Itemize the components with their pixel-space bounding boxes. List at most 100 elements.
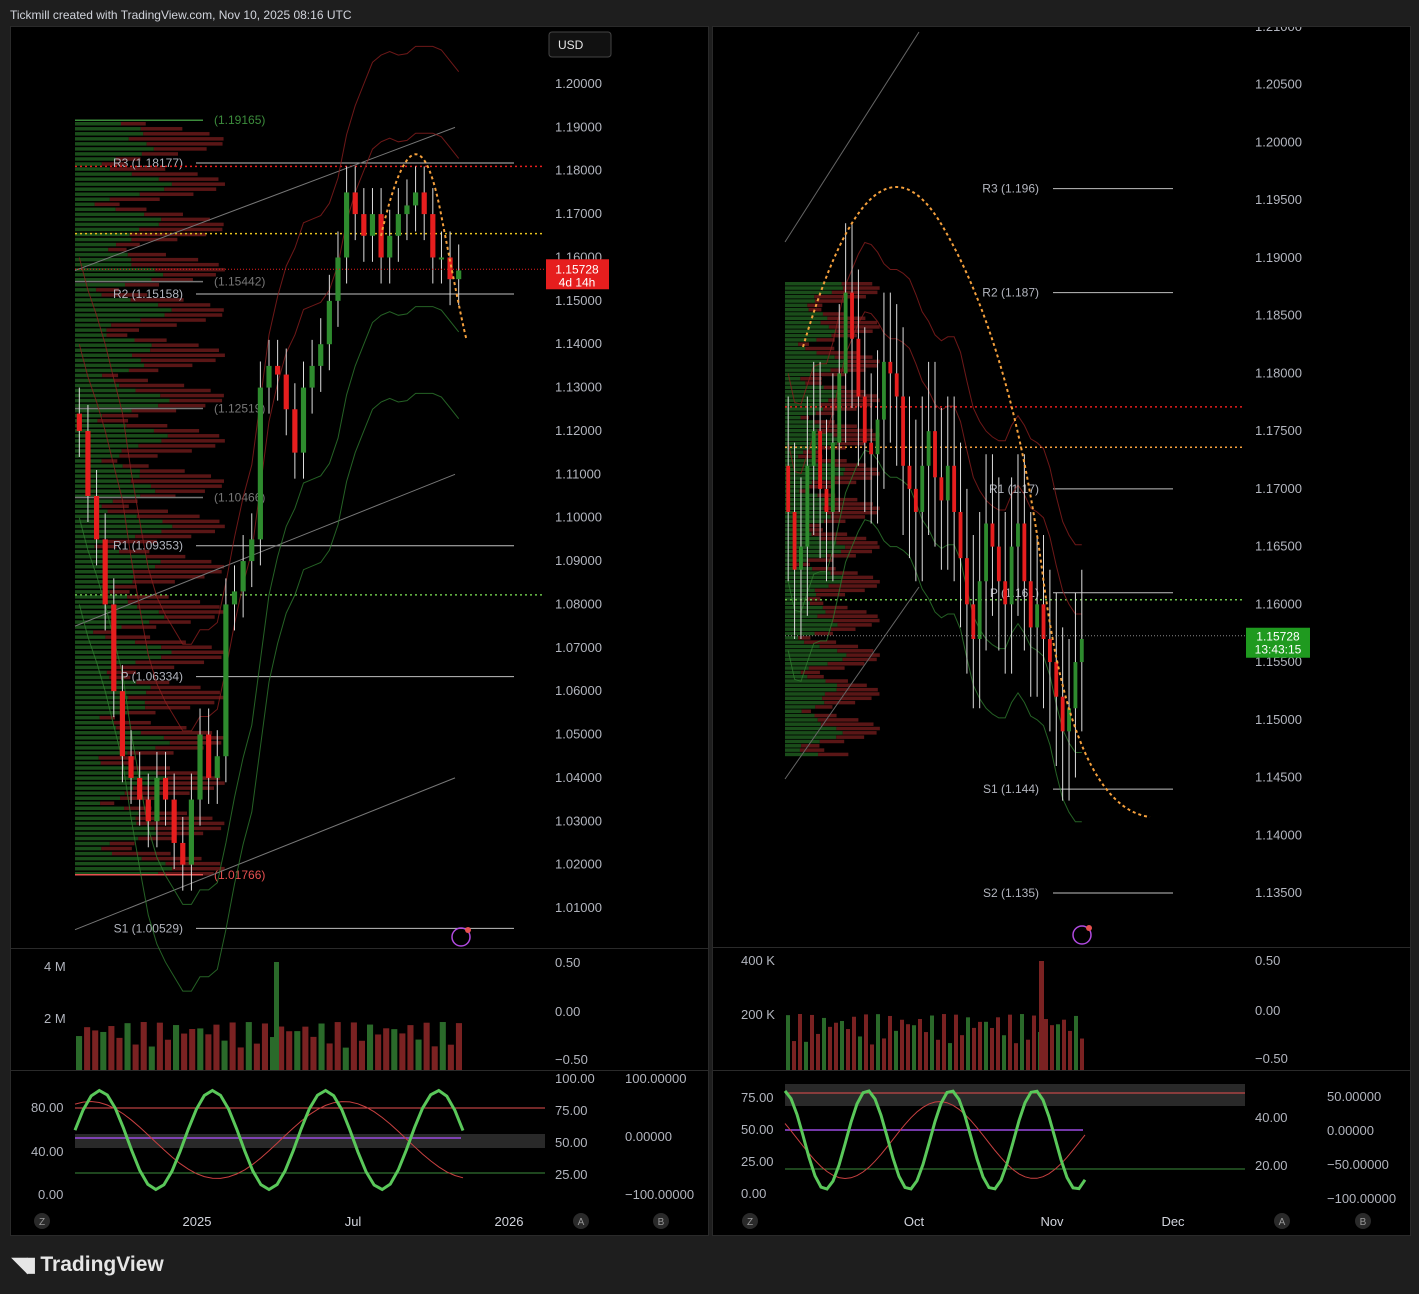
currency-button-label[interactable]: USD — [558, 38, 584, 52]
volume-bar — [108, 1026, 115, 1070]
pivot-label: P (1.161) — [990, 586, 1039, 600]
volume-profile-bar — [75, 585, 115, 589]
right-candle — [920, 465, 925, 512]
volume-profile-bar — [830, 515, 866, 519]
volume-bar — [894, 1030, 898, 1070]
volume-profile-bar — [800, 670, 820, 675]
volume-profile-bar — [131, 172, 198, 176]
oscillator-tick-label: 100.00000 — [625, 1071, 686, 1086]
left-band-line — [78, 392, 460, 992]
volume-profile-bar — [75, 197, 110, 201]
volume-profile-bar — [785, 683, 838, 688]
volume-profile-bar — [75, 610, 159, 614]
volume-profile-bar — [75, 615, 165, 619]
pane-separator — [713, 947, 1410, 948]
oscillator-tick-label: 40.00 — [31, 1144, 64, 1159]
volume-profile-bar — [815, 411, 835, 416]
right-chart-svg[interactable]: 1.21000 1.20500 1.20000 1.19500 1.19000 1.185… — [713, 27, 1410, 1235]
volume-profile-bar — [807, 674, 824, 679]
volume-profile-bar — [75, 162, 102, 166]
oscillator-tick-label: 40.00 — [1255, 1110, 1288, 1125]
volume-profile-bar — [785, 368, 831, 372]
axis-mode-button[interactable] — [1355, 1213, 1371, 1229]
volume-profile-bar — [785, 411, 816, 416]
volume-profile-bar — [145, 705, 191, 710]
volume-profile-bar — [785, 636, 799, 640]
volume-profile-bar — [75, 856, 142, 861]
oscillator-tick-label: 80.00 — [31, 1100, 64, 1115]
right-candle — [818, 431, 823, 489]
volume-profile-bar — [161, 439, 225, 443]
oscillator-tick-label: 0.00 — [38, 1187, 63, 1202]
volume-profile-bar — [806, 528, 823, 532]
volume-profile-bar — [156, 771, 202, 775]
volume-profile-bar — [807, 303, 823, 308]
volume-profile-bar — [825, 610, 867, 614]
volume-profile-bar — [75, 434, 168, 438]
volume-bar — [423, 1022, 430, 1070]
left-candle — [300, 387, 307, 453]
right-candle — [888, 361, 893, 374]
volume-profile-bar — [102, 413, 139, 418]
volume-profile-bar — [158, 177, 219, 181]
axis-mode-button[interactable] — [573, 1213, 589, 1229]
volume-profile-bar — [804, 640, 837, 644]
left-candle — [275, 365, 281, 375]
volume-profile-bar — [785, 696, 823, 701]
left-chart-panel[interactable]: 1.20000 1.19000 1.18000 1.17000 1.16000 1.150… — [10, 26, 709, 1236]
volume-profile-bar — [75, 449, 122, 453]
time-axis-label: Oct — [904, 1214, 925, 1229]
left-chart-svg[interactable]: 1.200001.190001.180001.170001.160001.150… — [11, 27, 708, 1235]
right-candle — [1079, 638, 1084, 663]
left-candle — [231, 591, 238, 605]
volume-profile-bar — [135, 534, 192, 539]
volume-profile-bar — [75, 187, 165, 191]
left-candle — [180, 842, 186, 865]
right-candle — [977, 581, 982, 639]
volume-profile-bar — [809, 601, 824, 606]
volume-profile-bar — [785, 687, 837, 692]
volume-bar — [834, 1022, 838, 1070]
volume-profile-bar — [144, 363, 193, 368]
volume-profile-bar — [140, 494, 176, 498]
right-candle — [984, 523, 988, 582]
volume-profile-bar — [111, 851, 171, 856]
tradingview-brand[interactable]: ◥▮ TradingView — [12, 1252, 164, 1277]
volume-profile-bar — [75, 630, 94, 634]
volume-profile-bar — [94, 202, 120, 207]
axis-mode-button[interactable] — [1274, 1213, 1290, 1229]
volume-profile-bar — [844, 364, 878, 368]
volume-bar — [816, 1033, 820, 1070]
volume-profile-bar — [141, 152, 179, 156]
currency-button[interactable] — [548, 31, 612, 58]
volume-bar — [1074, 1015, 1078, 1070]
axis-mode-button[interactable] — [742, 1213, 758, 1229]
left-candle — [240, 561, 246, 592]
volume-bar — [858, 1036, 862, 1070]
time-axis-label: Jul — [345, 1214, 362, 1229]
volume-profile-bar — [814, 294, 866, 299]
volume-bar — [261, 1023, 268, 1070]
left-candle — [85, 430, 91, 496]
volume-profile-bar — [75, 710, 128, 715]
right-candle — [1067, 708, 1071, 732]
axis-mode-button[interactable] — [653, 1213, 669, 1229]
volume-profile-bar — [75, 348, 151, 352]
volume-profile-bar — [119, 454, 158, 458]
volume-profile-bar — [842, 575, 874, 580]
axis-mode-button[interactable] — [34, 1213, 50, 1229]
volume-profile-bar — [133, 569, 222, 574]
volume-profile-bar — [785, 567, 813, 571]
volume-profile-bar — [822, 696, 872, 701]
volume-profile-bar — [75, 192, 140, 196]
volume-profile-bar — [172, 524, 225, 529]
volume-profile-bar — [832, 502, 873, 506]
right-chart-panel[interactable]: 1.21000 1.20500 1.20000 1.19500 1.19000 1.185… — [712, 26, 1411, 1236]
volume-profile-bar — [75, 388, 136, 393]
right-candle — [875, 419, 880, 455]
volume-profile-bar — [113, 720, 151, 725]
right-candle — [811, 431, 816, 466]
volume-profile-bar — [167, 776, 221, 780]
volume-profile-bar — [75, 298, 131, 302]
volume-profile-bar — [75, 212, 145, 217]
